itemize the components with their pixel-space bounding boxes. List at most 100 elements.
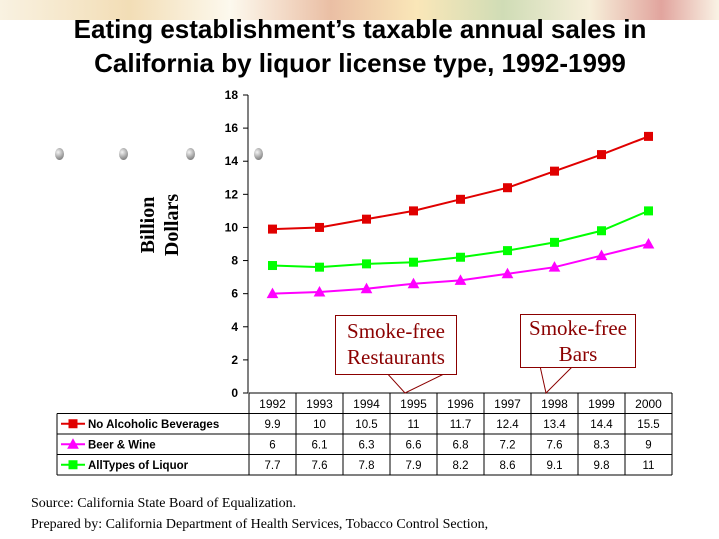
x-category-label: 2000: [635, 397, 662, 411]
data-value-label: 6.6: [406, 439, 422, 451]
data-point: [550, 166, 559, 176]
data-point: [409, 257, 418, 267]
y-tick-label: 6: [231, 287, 238, 301]
data-point: [503, 183, 512, 193]
title-line-1: Eating establishment’s taxable annual sa…: [73, 14, 647, 44]
data-point: [407, 277, 420, 289]
data-point: [644, 131, 653, 141]
data-point: [501, 267, 514, 279]
x-category-label: 1994: [353, 397, 380, 411]
y-tick-label: 8: [231, 254, 238, 268]
prepared-by-line: Prepared by: California Department of He…: [31, 517, 489, 532]
x-category-label: 1999: [588, 397, 615, 411]
data-point: [642, 237, 655, 249]
y-tick-label: 2: [231, 353, 238, 367]
data-value-label: 14.4: [590, 419, 613, 431]
source-note: Source: California State Board of Equali…: [31, 493, 711, 535]
bullet-dot-icon: [186, 148, 195, 160]
annotation-smoke-free-restaurants: Smoke-free Restaurants: [335, 315, 457, 375]
data-value-label: 9.8: [594, 460, 610, 472]
data-value-label: 6: [269, 439, 275, 451]
decorative-banner: [0, 0, 719, 20]
x-category-label: 1997: [494, 397, 521, 411]
legend-key-marker: [68, 460, 78, 470]
data-value-label: 6.8: [453, 439, 469, 451]
bullet-dot-icon: [55, 148, 64, 160]
x-category-label: 1992: [259, 397, 286, 411]
data-value-label: 11: [408, 419, 420, 431]
data-point: [266, 287, 279, 299]
title-line-2: California by liquor license type, 1992-…: [94, 48, 626, 78]
data-point: [548, 261, 561, 272]
data-value-label: 12.4: [496, 419, 519, 431]
y-tick-label: 12: [225, 187, 239, 201]
annotation-bars-line-2: Bars: [558, 342, 598, 366]
bullet-dot-icon: [254, 148, 263, 160]
annotation-bars-line-1: Smoke-free: [529, 316, 627, 340]
data-point: [313, 285, 326, 297]
y-tick-label: 18: [225, 88, 239, 102]
data-point: [456, 252, 465, 262]
data-point: [644, 206, 653, 216]
data-point: [362, 214, 371, 224]
data-point: [503, 246, 512, 256]
data-point: [315, 222, 324, 232]
series-line: [272, 135, 649, 231]
x-category-label: 1996: [447, 397, 474, 411]
series-line: [272, 243, 649, 295]
data-value-label: 11: [643, 460, 655, 472]
data-value-label: 9.9: [265, 419, 281, 431]
data-value-label: 8.3: [594, 439, 610, 451]
y-axis-label: Billion Dollars: [136, 190, 184, 260]
data-value-label: 7.9: [406, 460, 422, 472]
data-value-label: 15.5: [637, 419, 659, 431]
annotation-pointer-bars: [539, 365, 574, 394]
source-line: Source: California State Board of Equali…: [31, 496, 297, 511]
data-point: [597, 150, 606, 160]
data-value-label: 8.2: [453, 460, 469, 472]
data-point: [362, 259, 371, 269]
data-point: [315, 262, 324, 272]
data-value-label: 10.5: [355, 419, 377, 431]
data-value-label: 10: [313, 419, 326, 431]
y-tick-label: 0: [231, 386, 238, 400]
y-tick-label: 10: [225, 220, 239, 234]
data-value-label: 7.2: [500, 439, 516, 451]
data-point: [454, 274, 467, 285]
x-category-label: 1995: [400, 397, 427, 411]
data-point: [409, 206, 418, 216]
data-value-label: 8.6: [500, 460, 516, 472]
y-tick-label: 14: [225, 154, 239, 168]
data-point: [268, 224, 277, 234]
data-value-label: 7.8: [359, 460, 375, 472]
data-point: [268, 261, 277, 271]
data-value-label: 6.1: [312, 439, 328, 451]
x-category-label: 1993: [306, 397, 333, 411]
chart-title: Eating establishment’s taxable annual sa…: [10, 12, 710, 80]
legend-series-label: Beer & Wine: [88, 439, 156, 451]
data-point: [595, 249, 608, 261]
data-value-label: 7.6: [547, 439, 563, 451]
legend-series-label: No Alcoholic Beverages: [88, 419, 219, 431]
annotation-pointer-restaurants: [384, 370, 451, 394]
y-axis-label-line-2: Dollars: [161, 193, 183, 257]
data-value-label: 9.1: [547, 460, 563, 472]
annotation-restaurants-line-2: Restaurants: [347, 345, 445, 369]
data-point: [360, 282, 373, 294]
data-value-label: 6.3: [359, 439, 375, 451]
data-value-label: 9: [645, 439, 651, 451]
data-value-label: 7.7: [265, 460, 281, 472]
annotation-smoke-free-bars: Smoke-free Bars: [520, 314, 636, 368]
data-point: [597, 226, 606, 236]
data-point: [456, 194, 465, 204]
y-tick-label: 4: [231, 320, 238, 334]
data-point: [550, 237, 559, 247]
bullet-dot-icon: [119, 148, 128, 160]
legend-key-marker: [68, 419, 78, 429]
legend-key-marker: [67, 438, 79, 449]
x-category-label: 1998: [541, 397, 568, 411]
annotation-restaurants-line-1: Smoke-free: [347, 319, 445, 343]
y-tick-label: 16: [225, 121, 239, 135]
data-value-label: 7.6: [312, 460, 328, 472]
